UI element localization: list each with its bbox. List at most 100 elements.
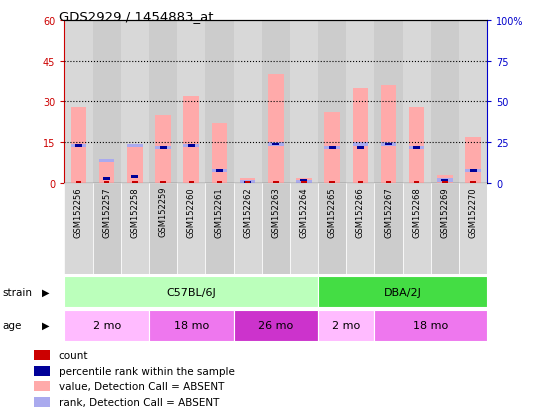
Bar	[375, 21, 403, 184]
Bar	[413, 147, 420, 149]
Bar	[71, 108, 86, 184]
Bar	[189, 182, 194, 184]
Text: count: count	[59, 351, 88, 361]
Bar	[318, 184, 346, 275]
Bar	[212, 169, 227, 172]
Bar	[409, 108, 424, 184]
Text: 18 mo: 18 mo	[174, 320, 209, 330]
Bar	[329, 182, 335, 184]
Bar	[459, 21, 487, 184]
Bar	[234, 21, 262, 184]
Bar	[132, 176, 138, 178]
Bar	[184, 97, 199, 184]
Bar	[386, 182, 391, 184]
Bar	[149, 184, 177, 275]
Text: GSM152262: GSM152262	[243, 187, 252, 237]
Bar	[244, 181, 251, 184]
Text: GSM152259: GSM152259	[158, 187, 167, 237]
Bar	[459, 184, 487, 275]
Text: GSM152270: GSM152270	[469, 187, 478, 237]
Bar	[290, 21, 318, 184]
Text: GSM152263: GSM152263	[271, 187, 281, 237]
Bar	[34, 351, 50, 360]
Bar	[381, 86, 396, 184]
Bar	[290, 184, 318, 275]
Bar	[442, 182, 447, 184]
Bar	[353, 89, 368, 184]
Bar	[64, 184, 92, 275]
Text: age: age	[3, 320, 22, 330]
Bar	[127, 145, 143, 148]
Bar	[268, 75, 283, 184]
Text: GSM152268: GSM152268	[412, 187, 421, 237]
Bar	[409, 146, 424, 150]
Bar	[465, 138, 481, 184]
Bar	[216, 169, 223, 172]
Text: GSM152267: GSM152267	[384, 187, 393, 237]
Text: GSM152264: GSM152264	[300, 187, 309, 237]
Text: 18 mo: 18 mo	[413, 320, 449, 330]
Bar	[240, 180, 255, 184]
Text: GSM152261: GSM152261	[215, 187, 224, 237]
Bar	[234, 310, 318, 341]
Bar	[149, 310, 234, 341]
Bar	[431, 21, 459, 184]
Bar	[121, 21, 149, 184]
Text: GSM152269: GSM152269	[440, 187, 450, 237]
Bar	[92, 21, 121, 184]
Bar	[301, 179, 307, 182]
Bar	[268, 143, 283, 146]
Text: rank, Detection Call = ABSENT: rank, Detection Call = ABSENT	[59, 397, 219, 407]
Bar	[375, 184, 403, 275]
Bar	[206, 184, 234, 275]
Bar	[34, 382, 50, 391]
Bar	[431, 184, 459, 275]
Text: GSM152265: GSM152265	[328, 187, 337, 237]
Bar	[358, 182, 363, 184]
Bar	[234, 184, 262, 275]
Bar	[149, 21, 177, 184]
Text: GSM152260: GSM152260	[186, 187, 196, 237]
Bar	[296, 178, 312, 184]
Text: C57BL/6J: C57BL/6J	[166, 287, 216, 297]
Bar	[262, 184, 290, 275]
Text: strain: strain	[3, 287, 33, 297]
Bar	[103, 178, 110, 180]
Bar	[155, 146, 171, 150]
Bar	[76, 182, 81, 184]
Text: percentile rank within the sample: percentile rank within the sample	[59, 366, 235, 376]
Text: 26 mo: 26 mo	[258, 320, 293, 330]
Bar	[240, 178, 255, 184]
Bar	[64, 310, 149, 341]
Bar	[92, 184, 121, 275]
Bar	[353, 143, 368, 146]
Text: 2 mo: 2 mo	[92, 320, 121, 330]
Bar	[273, 182, 278, 184]
Bar	[99, 159, 114, 163]
Bar	[104, 182, 109, 184]
Bar	[177, 21, 206, 184]
Bar	[329, 147, 335, 149]
Bar	[272, 143, 279, 146]
Bar	[403, 184, 431, 275]
Text: GSM152266: GSM152266	[356, 187, 365, 237]
Bar	[470, 182, 476, 184]
Bar	[441, 179, 449, 182]
Bar	[64, 277, 318, 308]
Bar	[206, 21, 234, 184]
Text: GSM152258: GSM152258	[130, 187, 139, 237]
Bar	[324, 146, 340, 150]
Bar	[188, 145, 195, 147]
Text: value, Detection Call = ABSENT: value, Detection Call = ABSENT	[59, 381, 224, 391]
Bar	[212, 124, 227, 184]
Bar	[346, 184, 375, 275]
Bar	[318, 21, 346, 184]
Bar	[155, 116, 171, 184]
Bar	[470, 169, 477, 172]
Bar	[346, 21, 375, 184]
Bar	[414, 182, 419, 184]
Bar	[385, 143, 392, 146]
Bar	[160, 147, 166, 149]
Text: DBA/2J: DBA/2J	[384, 287, 422, 297]
Bar	[403, 21, 431, 184]
